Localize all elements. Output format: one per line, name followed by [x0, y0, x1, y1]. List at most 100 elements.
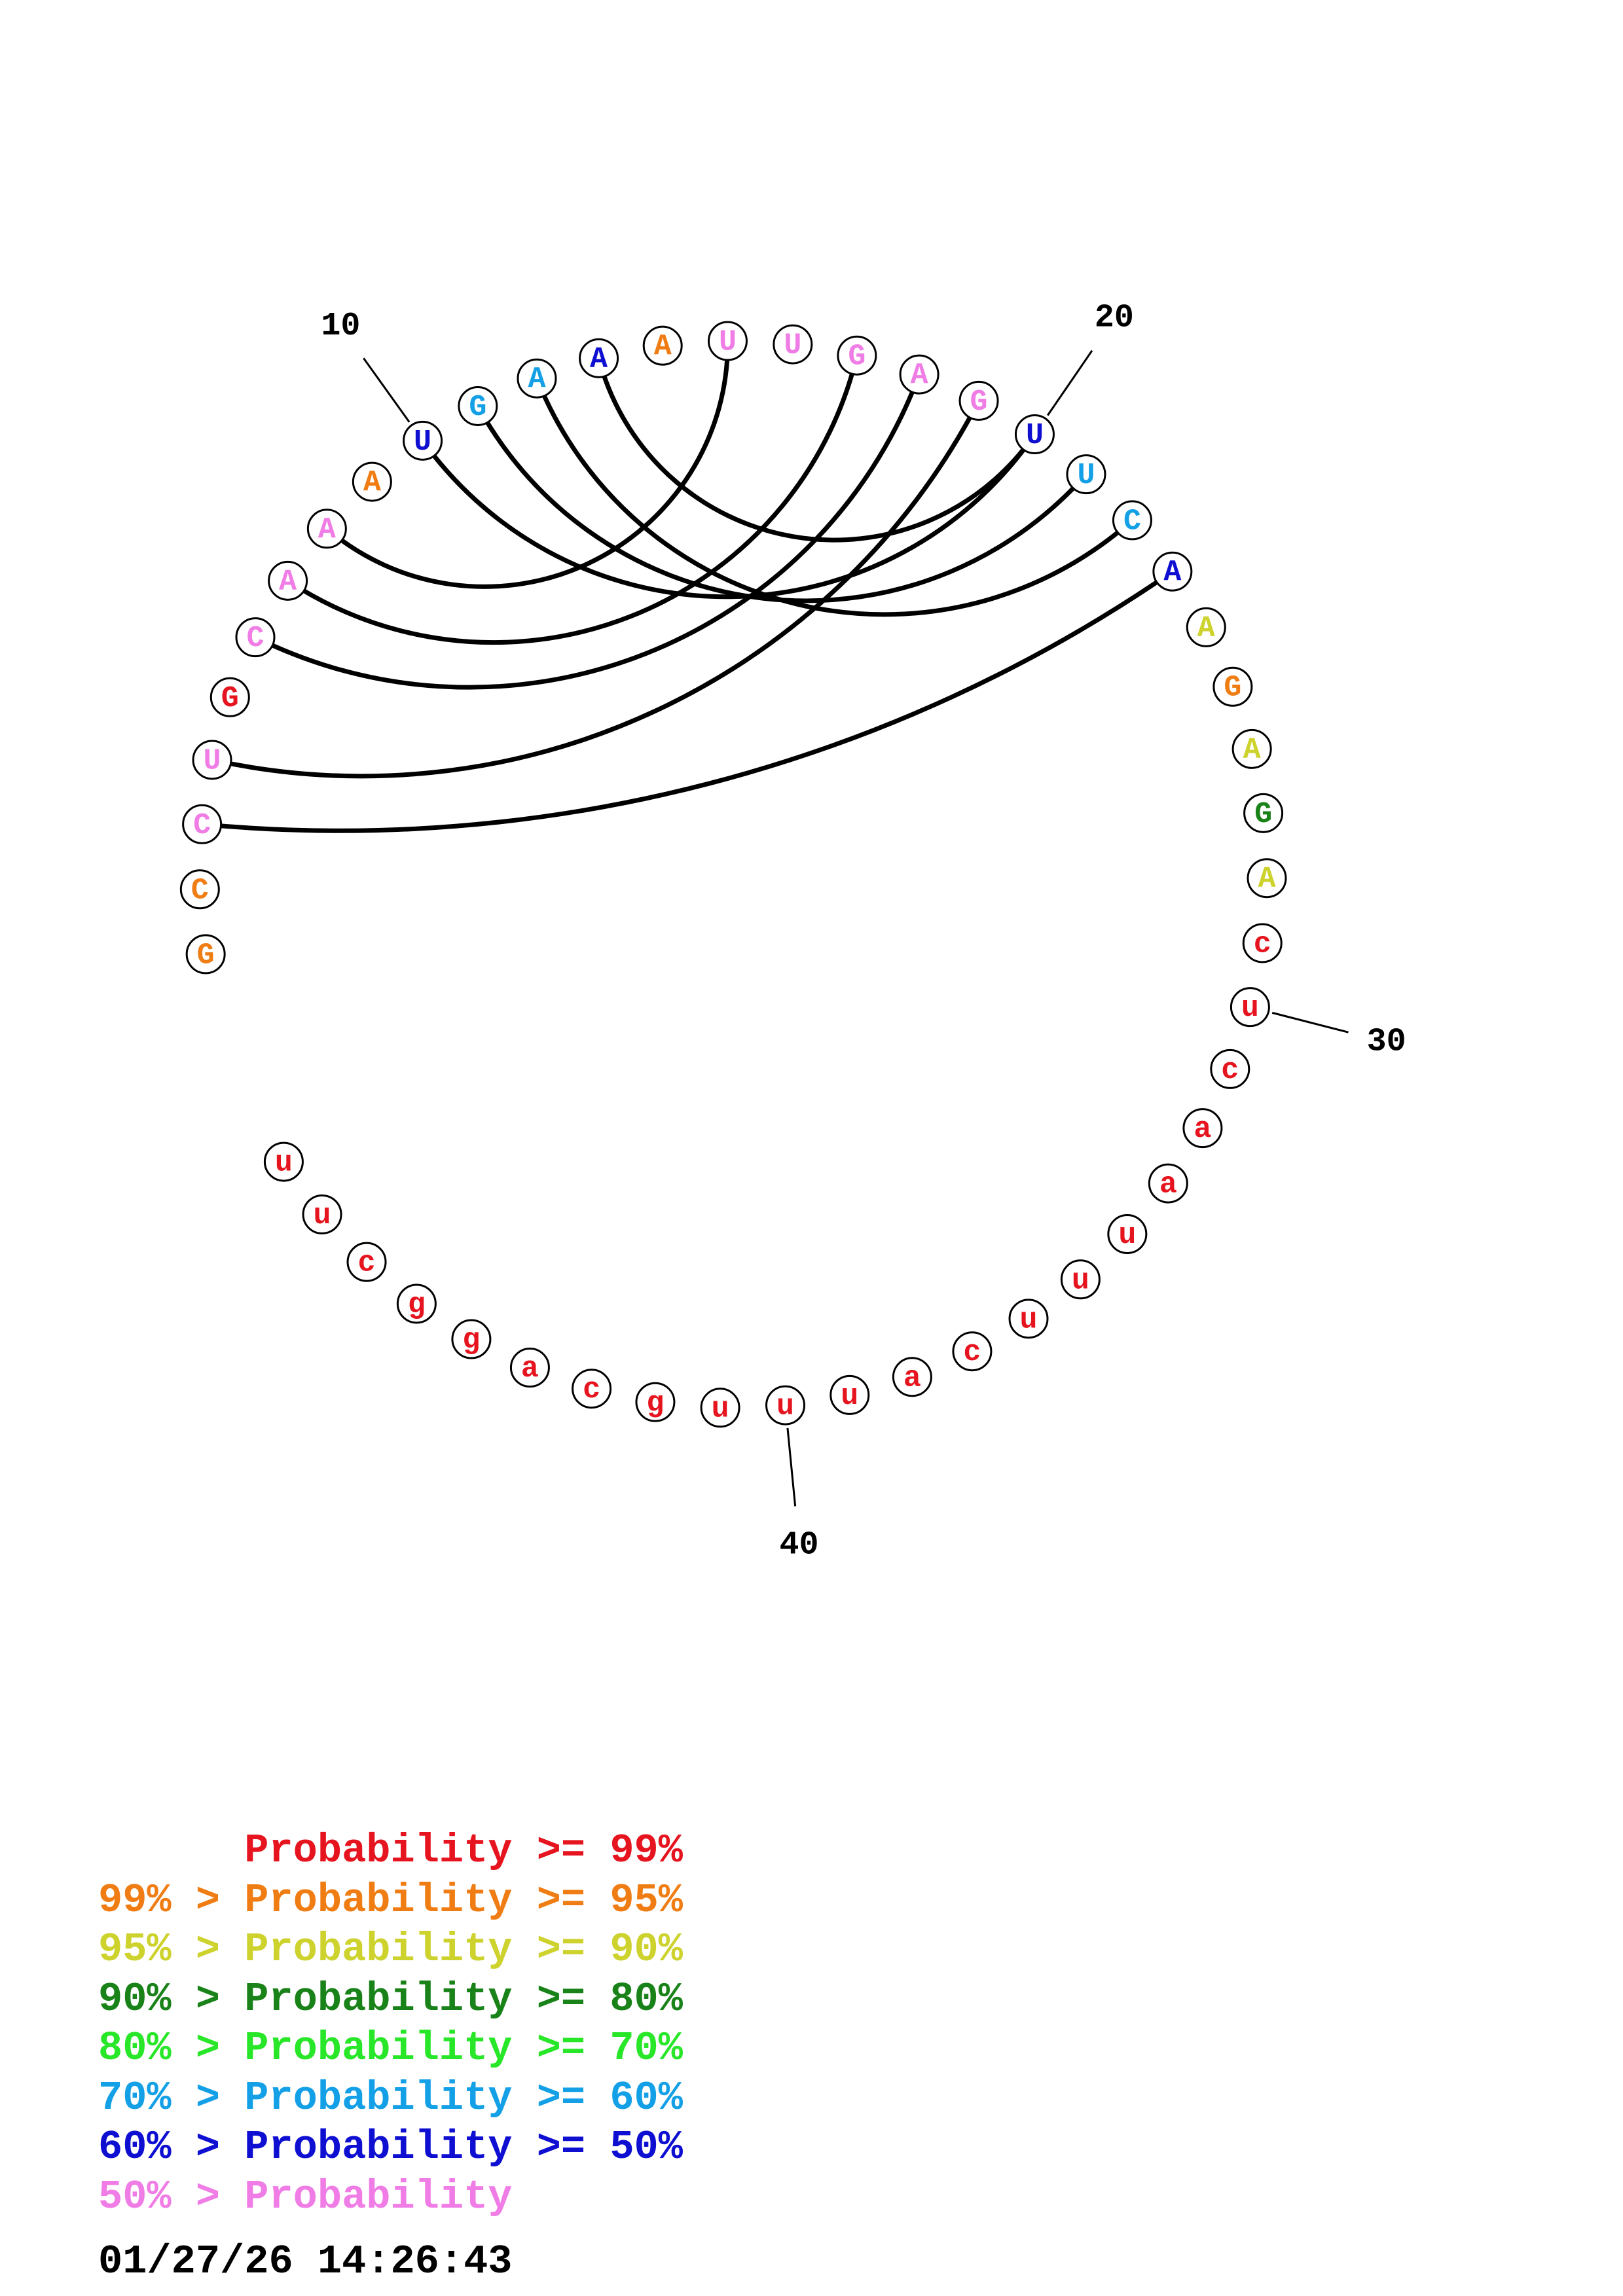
- nucleotide-letter: A: [363, 467, 381, 500]
- nucleotide-36: u: [1008, 1299, 1049, 1339]
- nucleotide-circle: [235, 617, 276, 658]
- nucleotide-letter: C: [246, 622, 264, 655]
- nucleotide-letter: a: [521, 1352, 539, 1386]
- legend-row-8: 50% > Probability: [98, 2172, 683, 2222]
- nucleotide-circle: [306, 509, 347, 549]
- nucleotide-letter: C: [1123, 505, 1141, 538]
- nucleotide-letter: A: [911, 359, 928, 393]
- nucleotide-7: A: [268, 560, 308, 601]
- nucleotide-27: G: [1243, 793, 1284, 833]
- nucleotide-circle: [451, 1319, 492, 1359]
- legend-prefix: 99% >: [98, 1876, 245, 1924]
- nucleotide-letter: G: [1224, 672, 1241, 705]
- pair-arc-7-17: [286, 355, 860, 645]
- legend-text: Probability: [244, 2173, 513, 2220]
- nucleotide-45: g: [451, 1319, 492, 1359]
- nucleotide-37: c: [952, 1331, 993, 1372]
- nucleotide-letter: u: [314, 1199, 331, 1232]
- nucleotide-circle: [1014, 414, 1055, 455]
- tick-line-10: [363, 357, 410, 423]
- nucleotide-6: C: [235, 617, 276, 658]
- legend-prefix: 60% >: [98, 2124, 245, 2170]
- pair-arc-8-15: [325, 341, 730, 589]
- legend-prefix: 95% >: [98, 1926, 245, 1973]
- nucleotide-letter: c: [963, 1336, 981, 1369]
- nucleotide-20: U: [1014, 414, 1055, 455]
- nucleotide-circle: [210, 677, 250, 717]
- nucleotide-11: G: [458, 386, 498, 426]
- nucleotide-circle: [765, 1385, 806, 1426]
- nucleotide-8: A: [306, 509, 347, 549]
- pair-arc-10-20: [420, 433, 1037, 600]
- nucleotide-letter: U: [204, 744, 221, 778]
- position-ticks: 10 20 30 40: [321, 300, 1406, 1564]
- nucleotide-letter: C: [193, 809, 211, 842]
- nucleotide-letter: U: [414, 425, 431, 459]
- nucleotide-circle: [268, 560, 308, 601]
- nucleotide-circle: [1182, 1108, 1223, 1149]
- nucleotide-34: u: [1107, 1214, 1148, 1255]
- nucleotide-1: G: [185, 934, 226, 975]
- nucleotide-33: a: [1148, 1163, 1188, 1204]
- nucleotide-12: A: [517, 358, 557, 399]
- nucleotide-circle: [773, 324, 813, 365]
- nucleotide-letter: u: [1020, 1303, 1038, 1336]
- nucleotide-38: a: [892, 1357, 932, 1397]
- nucleotide-28: A: [1247, 858, 1287, 899]
- nucleotide-circle: [263, 1141, 304, 1182]
- nucleotide-circle: [1060, 1259, 1101, 1300]
- nucleotide-16: U: [773, 324, 813, 365]
- nucleotide-letter: U: [1077, 459, 1095, 492]
- legend-text: Probability >= 90%: [244, 1926, 683, 1973]
- nucleotide-circle: [899, 354, 939, 395]
- nucleotide-circle: [579, 338, 619, 378]
- nucleotide-circle: [352, 461, 392, 502]
- nucleotide-letter: u: [275, 1147, 293, 1180]
- nucleotide-letter: G: [197, 939, 215, 972]
- nucleotide-circle: [635, 1382, 676, 1422]
- pair-arc-3-23: [202, 569, 1174, 833]
- nucleotide-49: u: [263, 1141, 304, 1182]
- legend-row-5: 80% > Probability >= 70%: [98, 2024, 683, 2073]
- nucleotide-letter: C: [191, 874, 209, 907]
- tick-line-40: [786, 1427, 797, 1507]
- nucleotide-letter: u: [712, 1392, 729, 1426]
- legend-text: Probability >= 60%: [244, 2074, 683, 2121]
- nucleotide-circle: [1066, 454, 1106, 495]
- nucleotide-letter: U: [1026, 419, 1044, 452]
- nucleotide-42: g: [635, 1382, 676, 1422]
- nucleotide-circle: [509, 1348, 550, 1388]
- pair-arc-4-19: [211, 399, 981, 779]
- nucleotide-circle: [1242, 923, 1283, 963]
- position-label-30: 30: [1367, 1024, 1406, 1061]
- nucleotide-5: G: [210, 677, 250, 717]
- legend-row-2: 99% > Probability >= 95%: [98, 1876, 683, 1926]
- nucleotide-circle: [1148, 1163, 1188, 1204]
- nucleotide-letter: g: [646, 1387, 664, 1420]
- nucleotide-letter: U: [719, 326, 737, 359]
- nucleotide-letter: A: [654, 331, 672, 364]
- nucleotide-30: u: [1230, 987, 1270, 1028]
- nucleotide-26: A: [1231, 728, 1272, 769]
- nucleotide-letter: c: [1221, 1054, 1239, 1087]
- nucleotide-circle: [458, 386, 498, 426]
- nucleotide-letter: a: [1159, 1168, 1177, 1202]
- nucleotide-circle: [185, 934, 226, 975]
- nucleotide-letter: G: [1254, 798, 1272, 831]
- nucleotide-41: u: [700, 1388, 740, 1428]
- nucleotide-letter: c: [1254, 927, 1271, 961]
- nucleotide-3: C: [182, 804, 223, 844]
- nucleotide-circle: [952, 1331, 993, 1372]
- nucleotide-letter: A: [318, 513, 336, 547]
- legend-row-4: 90% > Probability >= 80%: [98, 1975, 683, 2024]
- nucleotide-circle: [642, 325, 683, 366]
- nucleotide-letter: u: [1241, 992, 1259, 1025]
- nucleotide-21: U: [1066, 454, 1106, 495]
- nucleotide-circle: [1243, 793, 1284, 833]
- nucleotide-48: u: [302, 1194, 342, 1235]
- nucleotide-32: a: [1182, 1108, 1223, 1149]
- nucleotide-letter: u: [776, 1390, 794, 1424]
- legend-row-3: 95% > Probability >= 90%: [98, 1925, 683, 1975]
- nucleotide-18: A: [899, 354, 939, 395]
- legend-prefix: 50% >: [98, 2173, 245, 2220]
